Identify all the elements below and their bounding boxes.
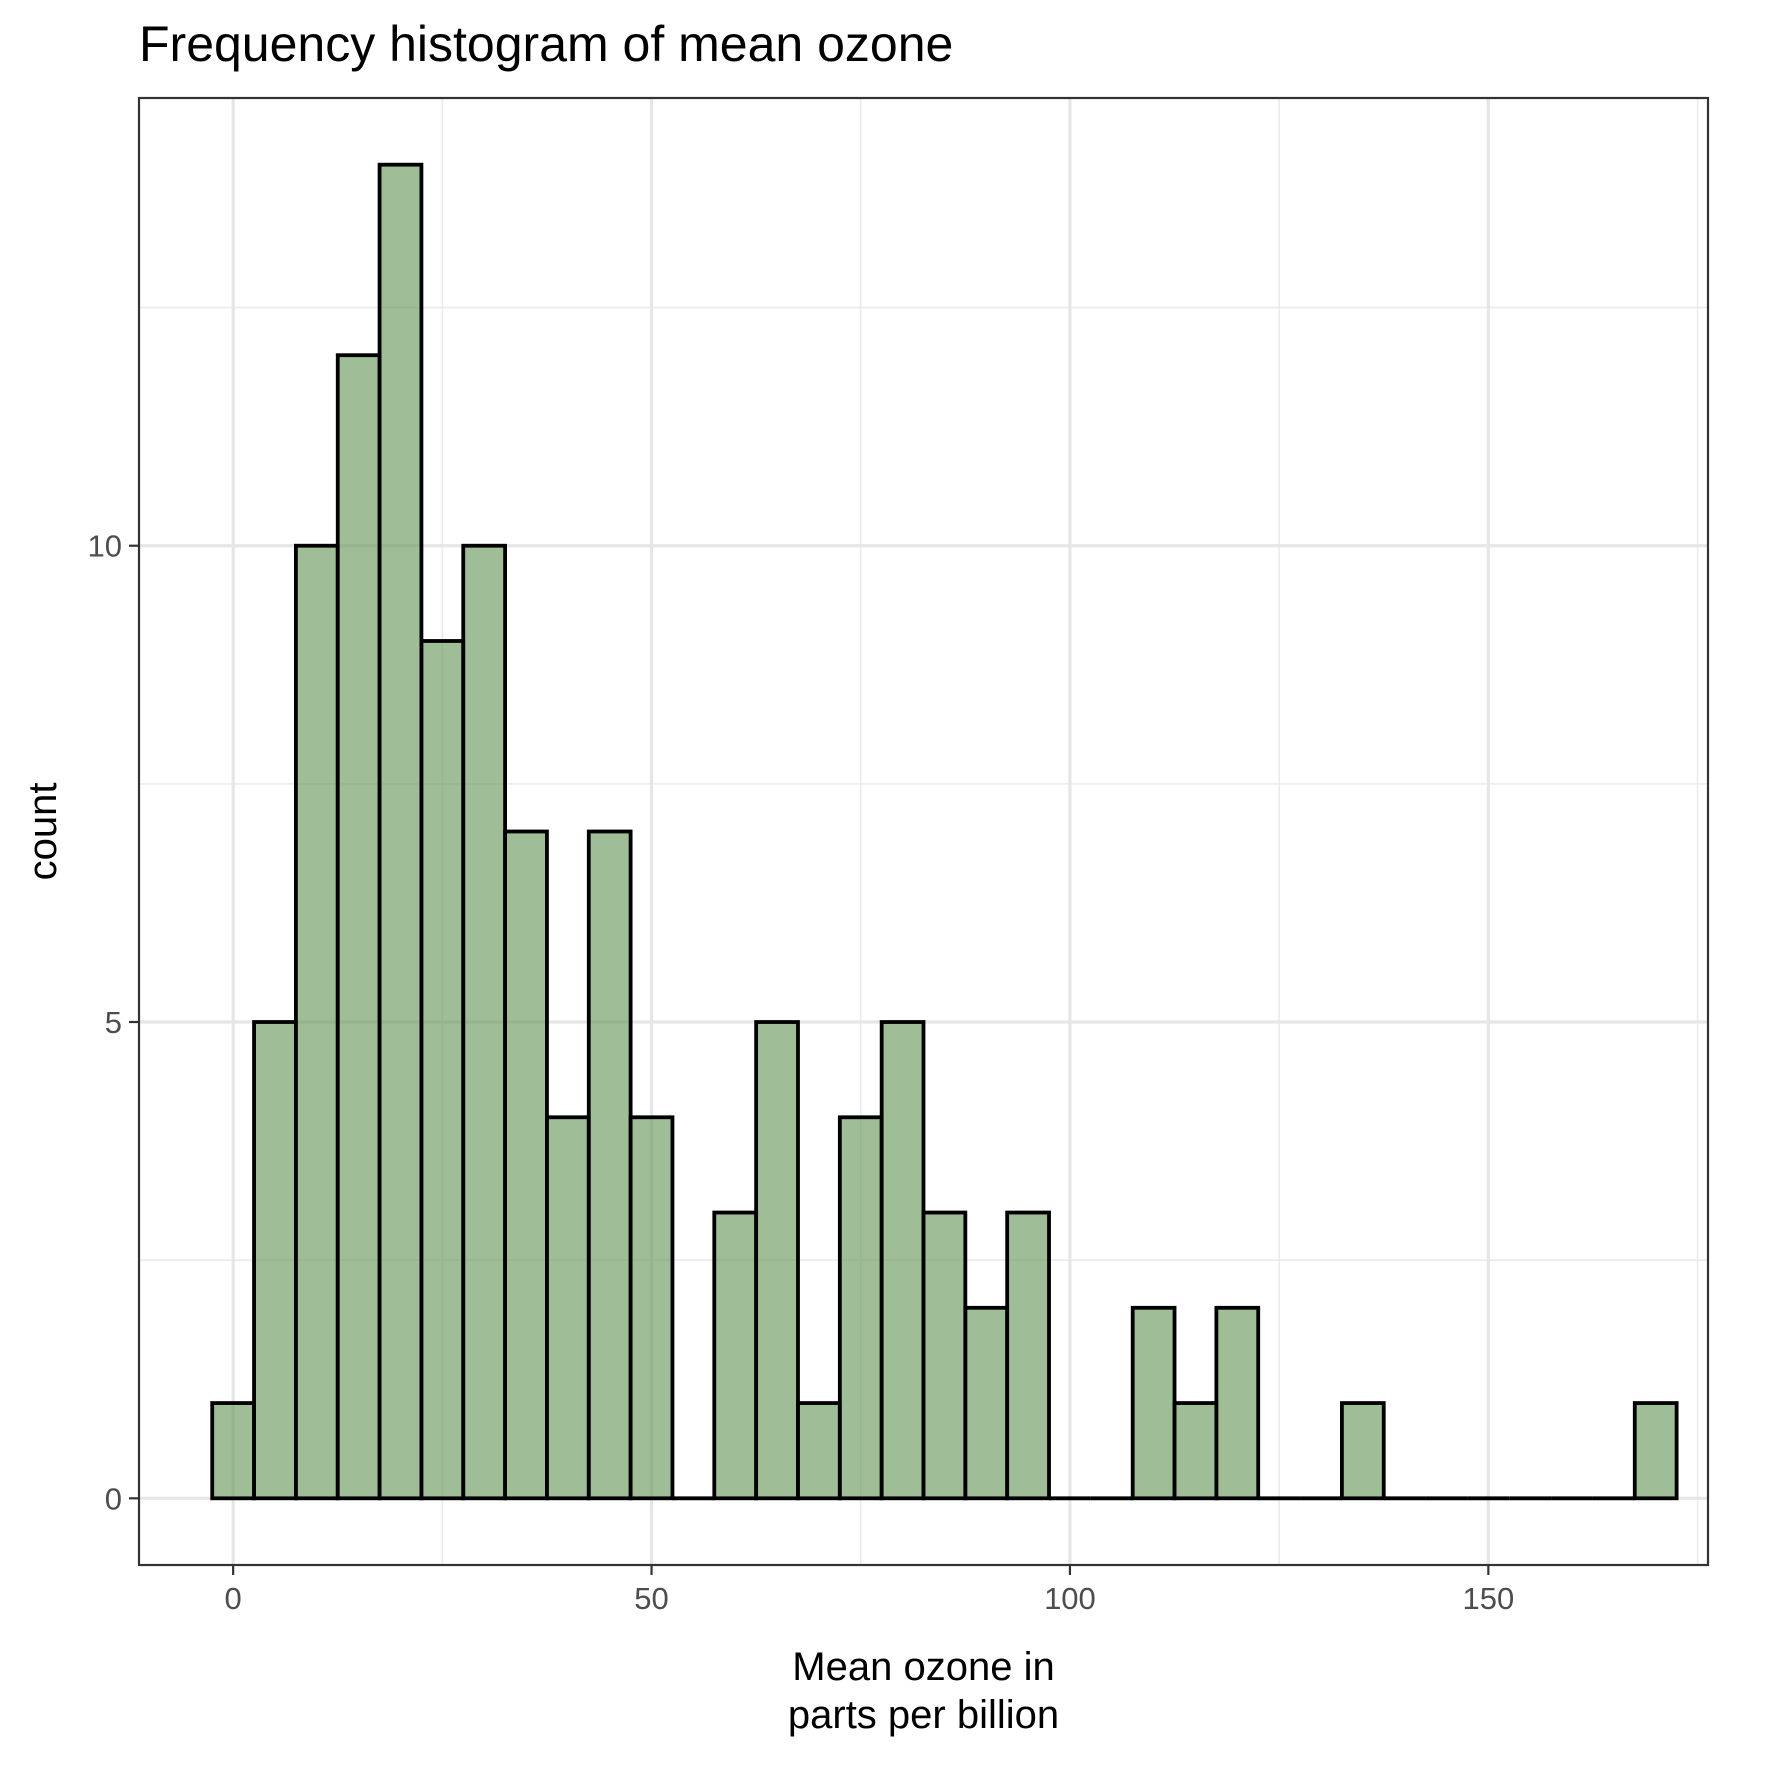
histogram-bar — [293, 543, 340, 1501]
histogram-bar — [628, 1115, 675, 1501]
y-tick-label: 5 — [105, 1005, 122, 1040]
histogram-bar — [210, 1401, 256, 1501]
axis-ticks: 0 50 100 150 0 5 10 — [88, 529, 1515, 1616]
x-axis-title: Mean ozone in parts per billion — [788, 1645, 1059, 1737]
histogram-bar — [1632, 1401, 1679, 1501]
histogram-bar — [419, 639, 466, 1501]
chart-title: Frequency histogram of mean ozone — [139, 16, 953, 72]
histogram-bar — [335, 353, 382, 1501]
x-axis-title-line: Mean ozone in — [792, 1645, 1054, 1689]
histogram-bar — [921, 1210, 968, 1501]
y-axis-title-group: count — [21, 783, 65, 881]
x-tick-label: 0 — [225, 1581, 242, 1616]
histogram-bar — [377, 162, 424, 1501]
x-tick-label: 100 — [1044, 1581, 1096, 1616]
histogram-bar — [1214, 1305, 1261, 1501]
histogram-bar — [1172, 1401, 1219, 1501]
histogram-bar — [879, 1020, 926, 1501]
histogram-bar — [545, 1115, 591, 1501]
x-tick-label: 150 — [1462, 1581, 1514, 1616]
histogram-bar — [963, 1305, 1010, 1501]
histogram-bar — [754, 1020, 800, 1501]
histogram-bar — [586, 829, 633, 1501]
histogram-bars — [210, 162, 1679, 1501]
x-tick-label: 50 — [634, 1581, 668, 1616]
minor-gridlines — [139, 98, 1708, 1565]
y-axis-title: count — [21, 783, 65, 881]
histogram-bar — [503, 829, 549, 1501]
histogram-bar — [1130, 1305, 1177, 1501]
histogram-bar — [837, 1115, 884, 1501]
histogram-bar — [1005, 1210, 1051, 1501]
x-axis-title-line: parts per billion — [788, 1693, 1059, 1737]
panel-border — [137, 96, 1710, 1567]
histogram-bar — [252, 1020, 298, 1501]
histogram-bar — [1340, 1401, 1386, 1501]
y-tick-label: 10 — [88, 529, 122, 564]
histogram-bar — [712, 1210, 759, 1501]
y-tick-label: 0 — [105, 1481, 122, 1516]
histogram-bar — [796, 1401, 842, 1501]
histogram-bar — [461, 543, 508, 1501]
